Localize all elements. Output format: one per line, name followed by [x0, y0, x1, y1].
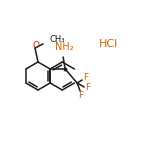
Text: F: F	[79, 92, 84, 100]
Text: O: O	[33, 40, 40, 50]
Text: NH₂: NH₂	[55, 42, 73, 52]
Text: HCl: HCl	[98, 39, 118, 49]
Text: CH₃: CH₃	[49, 36, 64, 45]
Text: F: F	[86, 83, 91, 92]
Text: F: F	[84, 74, 89, 83]
